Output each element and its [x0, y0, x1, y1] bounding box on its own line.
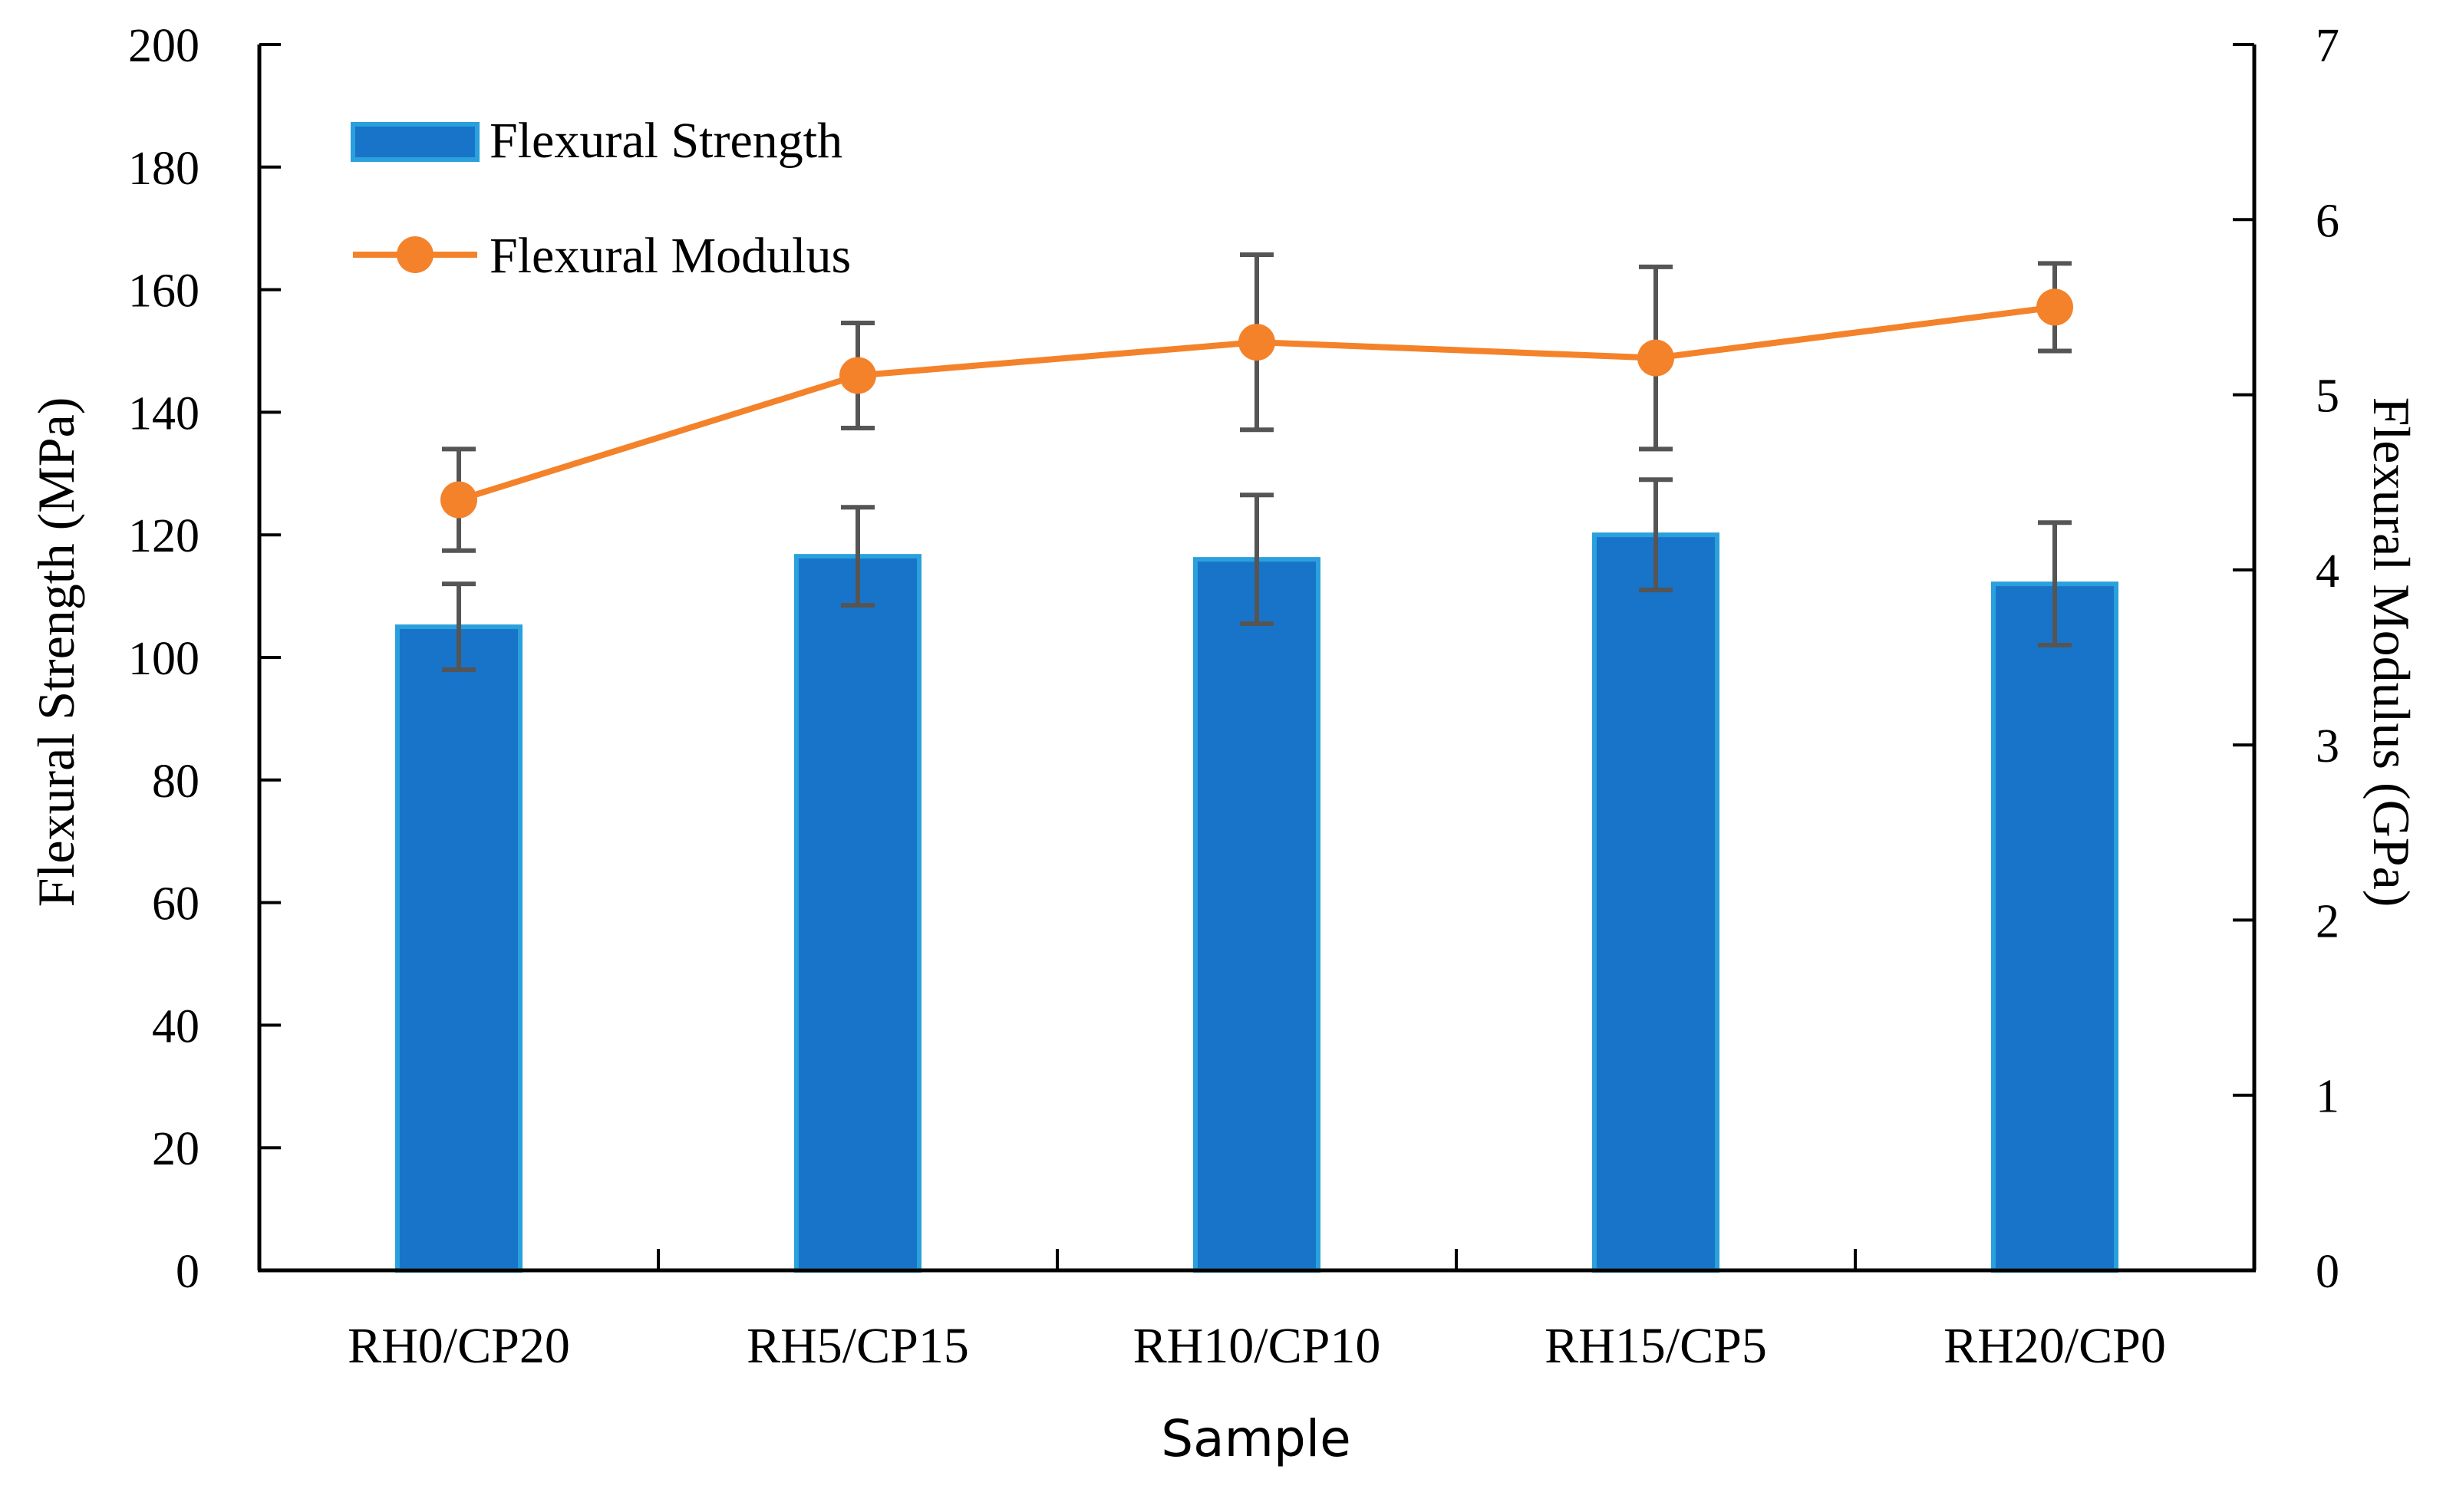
right-tick-label-7: 7 [2316, 20, 2339, 72]
left-tick-label-100: 100 [128, 633, 199, 685]
category-label-5: RH20/CP0 [1944, 1318, 2166, 1374]
line-layer [440, 288, 2073, 519]
axis-labels: Sample Flexural Strength (MPa) Flexural … [27, 397, 2421, 1468]
right-tick-label-3: 3 [2316, 720, 2339, 772]
bar-error-1 [442, 581, 476, 672]
right-tick-label-4: 4 [2316, 545, 2339, 598]
legend-swatch-flexural-strength [351, 122, 480, 162]
bars-layer [395, 532, 2118, 1273]
left-tick-label-20: 20 [152, 1123, 199, 1175]
modulus-point-4 [1637, 339, 1674, 377]
left-tick-label-120: 120 [128, 510, 199, 562]
right-tick-label-6: 6 [2316, 195, 2339, 247]
left-tick-label-60: 60 [152, 878, 199, 931]
legend-marker-flexural-modulus [397, 236, 434, 273]
right-tick-label-2: 2 [2316, 895, 2339, 947]
modulus-point-2 [839, 357, 876, 394]
right-axis-title: Flexural Modulus (GPa) [2362, 397, 2421, 908]
left-tick-label-140: 140 [128, 387, 199, 440]
modulus-point-1 [440, 481, 477, 519]
right-tick-label-0: 0 [2316, 1246, 2339, 1298]
legend: Flexural Strength Flexural Modulus [351, 113, 851, 284]
left-tick-label-40: 40 [152, 1000, 199, 1052]
category-label-3: RH10/CP10 [1133, 1318, 1381, 1374]
modulus-point-5 [2036, 288, 2073, 326]
bar-4 [1592, 532, 1719, 1273]
category-label-2: RH5/CP15 [747, 1318, 969, 1374]
bar-error-3 [1240, 492, 1274, 627]
left-axis-ticks: 0 20 40 60 80 100 120 140 160 180 200 [128, 20, 281, 1298]
left-tick-label-160: 160 [128, 265, 199, 318]
modulus-point-3 [1238, 324, 1275, 361]
left-tick-label-80: 80 [152, 756, 199, 808]
legend-label-flexural-modulus: Flexural Modulus [490, 228, 851, 284]
x-axis-title: Sample [1161, 1409, 1350, 1468]
left-tick-label-0: 0 [176, 1246, 199, 1298]
x-axis-ticks: RH0/CP20 RH5/CP15 RH10/CP10 RH15/CP5 RH20/CP… [348, 1249, 2166, 1374]
left-axis-title: Flexural Strength (MPa) [27, 397, 85, 908]
right-tick-label-5: 5 [2316, 371, 2339, 423]
bar-1 [395, 624, 523, 1273]
right-tick-label-1: 1 [2316, 1071, 2339, 1123]
bar-error-5 [2038, 520, 2072, 648]
category-label-1: RH0/CP20 [348, 1318, 570, 1374]
right-axis-ticks: 0 1 2 3 4 5 6 7 [2233, 20, 2339, 1298]
bar-error-2 [841, 505, 875, 608]
bar-error-layer [442, 477, 2072, 672]
left-tick-label-180: 180 [128, 143, 199, 195]
left-tick-label-200: 200 [128, 20, 199, 72]
bar-3 [1193, 557, 1320, 1273]
category-label-4: RH15/CP5 [1545, 1318, 1767, 1374]
bar-5 [1991, 581, 2118, 1273]
bar-2 [794, 554, 921, 1273]
bar-error-4 [1639, 477, 1673, 593]
legend-label-flexural-strength: Flexural Strength [490, 113, 842, 169]
